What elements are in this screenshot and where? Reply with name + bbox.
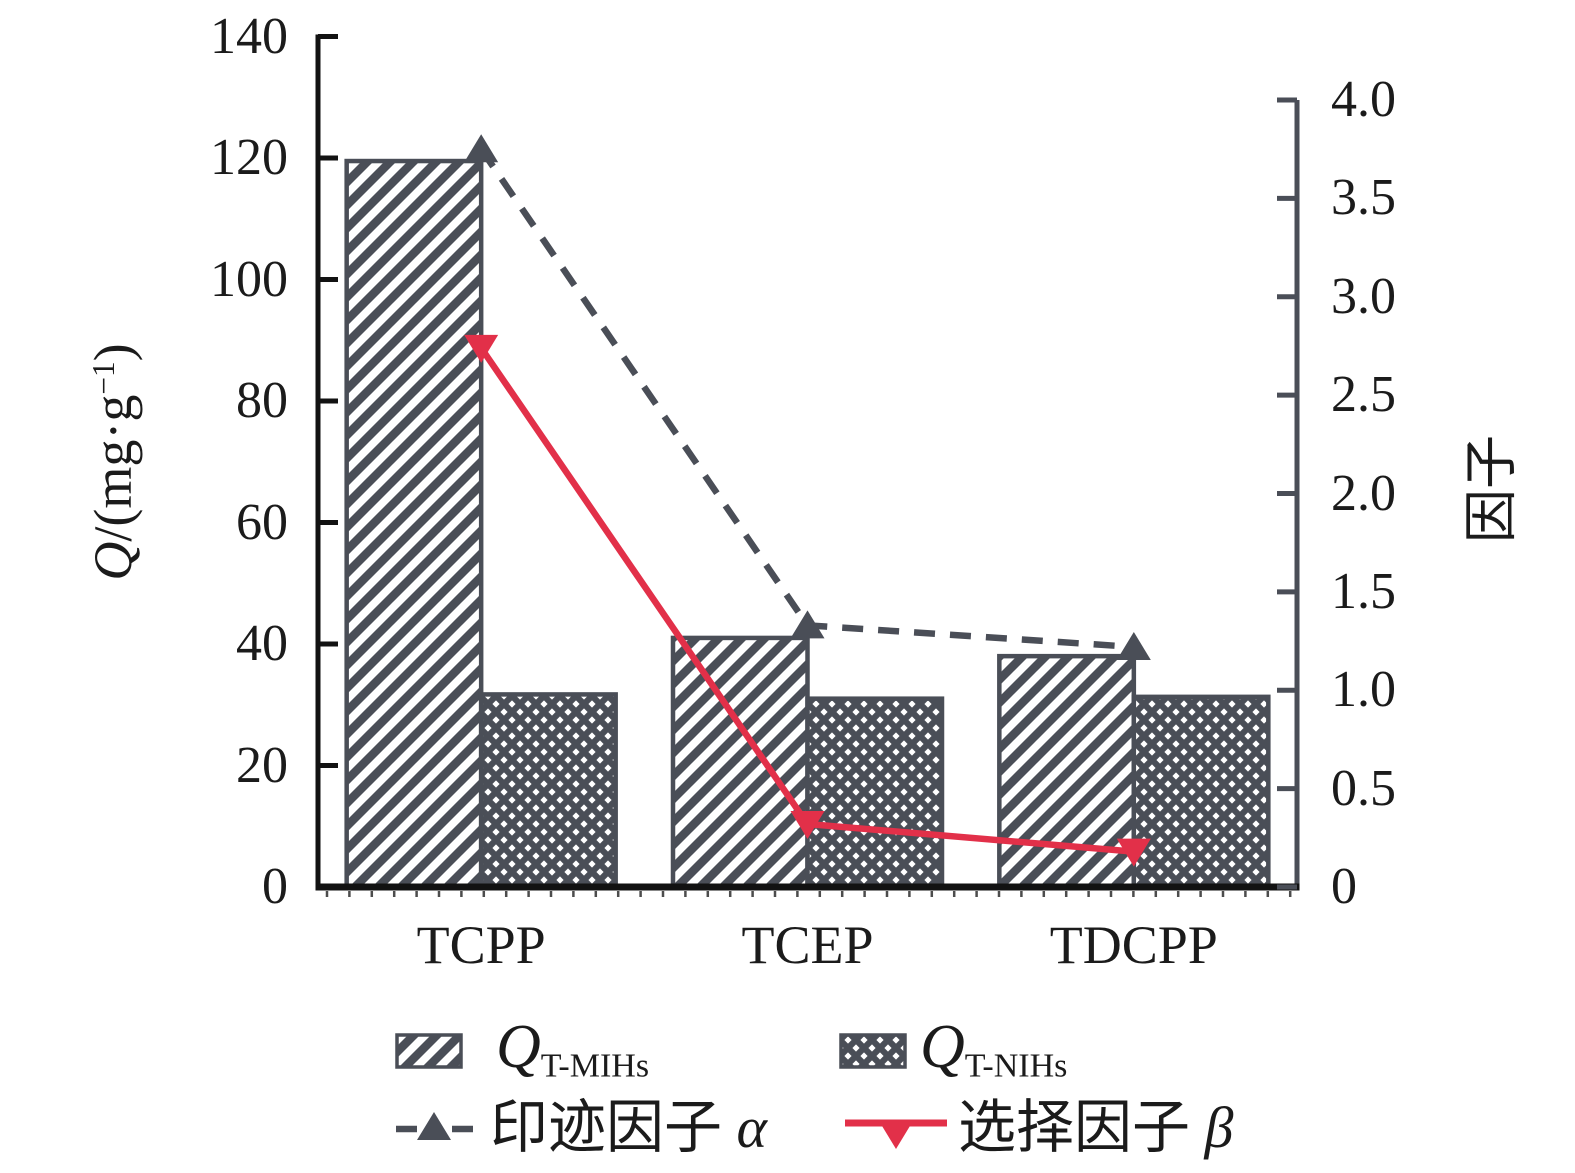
right-tick-label-1.0: 1.0 — [1331, 661, 1396, 719]
legend-beta-text: 选择因子 — [958, 1095, 1205, 1160]
right-tick-label-0: 0 — [1331, 858, 1357, 915]
legend-group — [395, 1033, 947, 1149]
legend-swatch-q-tmihs — [395, 1033, 463, 1069]
right-tick-label-1.5: 1.5 — [1331, 562, 1396, 620]
left-tick-label-140: 140 — [210, 7, 288, 65]
left-tick-label-80: 80 — [236, 372, 288, 429]
marker-alpha-tdcpp — [1116, 631, 1151, 660]
legend-q-subscript: T-NIHs — [964, 1047, 1068, 1085]
marker-beta-tcep — [790, 811, 825, 840]
bar-qtnihs-tdcpp — [1131, 694, 1271, 890]
legend-q-subscript: T-MIHs — [540, 1047, 650, 1085]
marker-alpha-tcep — [790, 610, 825, 639]
line-imprinting-factor-alpha — [478, 147, 1135, 651]
left-tick-label-40: 40 — [236, 615, 288, 672]
legend-alpha-text: 印迹因子 — [490, 1095, 737, 1160]
bar-qtnihs-tcpp — [478, 692, 618, 890]
lines-group — [464, 134, 1151, 867]
left-tick-label-120: 120 — [210, 129, 288, 186]
left-tick-label-60: 60 — [236, 493, 288, 551]
right-tick-label-2.5: 2.5 — [1331, 366, 1396, 424]
right-tick-label-0.5: 0.5 — [1331, 759, 1396, 817]
legend-q-symbol: Q — [496, 1013, 541, 1081]
x-category-label-tdcpp: TDCPP — [1049, 915, 1218, 975]
x-category-label-tcep: TCEP — [741, 915, 874, 975]
legend-label-imprinting-factor: 印迹因子 α — [490, 1093, 767, 1163]
left-tick-label-20: 20 — [236, 736, 288, 794]
marker-beta-tcpp — [464, 334, 499, 363]
left-tick-label-100: 100 — [210, 250, 288, 308]
marker-beta-tdcpp — [1116, 838, 1151, 867]
left-axis-title-close: ) — [83, 343, 143, 362]
bar-qtnihs-tcep — [805, 696, 945, 890]
legend-label-q-tnihs: QT-NIHs — [920, 1008, 1067, 1086]
marker-alpha-tcpp — [464, 134, 499, 163]
legend-alpha-marker — [417, 1112, 451, 1140]
legend-label-q-tmihs: QT-MIHs — [496, 1008, 649, 1086]
right-tick-label-3.5: 3.5 — [1331, 169, 1396, 227]
axes-group — [315, 34, 1300, 897]
x-category-label-tcpp: TCPP — [416, 915, 546, 975]
right-axis-title: 因子 — [1461, 435, 1522, 543]
bar-qtmihs-tcep — [670, 635, 810, 890]
right-tick-label-2.0: 2.0 — [1331, 464, 1396, 522]
right-tick-label-3.0: 3.0 — [1331, 267, 1396, 325]
legend-q-symbol: Q — [920, 1013, 965, 1081]
left-tick-label-0: 0 — [262, 858, 288, 915]
x-axis-minor-ticks — [325, 891, 1292, 897]
alpha-symbol: α — [736, 1095, 767, 1160]
bars-group — [344, 158, 1271, 890]
beta-symbol: β — [1204, 1095, 1234, 1160]
right-tick-label-4.0: 4.0 — [1331, 71, 1396, 128]
legend-beta-marker — [879, 1121, 913, 1149]
legend-label-selectivity-factor: 选择因子 β — [958, 1093, 1233, 1163]
bar-qtmihs-tcpp — [344, 158, 484, 890]
legend-swatch-q-tnihs — [839, 1033, 907, 1069]
